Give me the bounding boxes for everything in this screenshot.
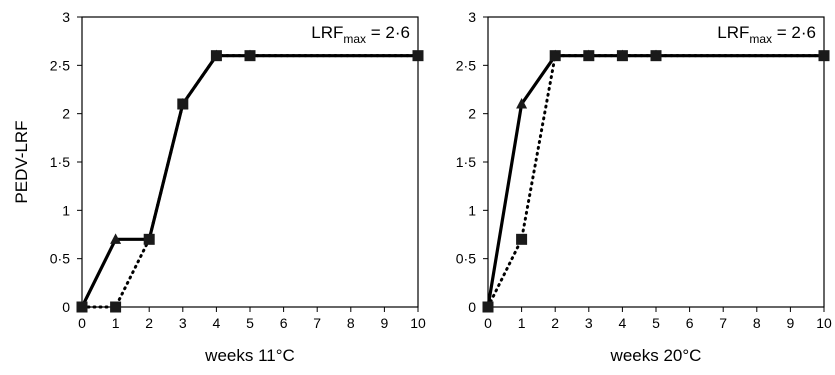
x-tick-label: 4 [213, 315, 221, 331]
x-tick-label: 9 [381, 315, 389, 331]
x-tick-label: 0 [78, 315, 86, 331]
triangle-marker [177, 98, 189, 109]
x-tick-label: 6 [686, 315, 694, 331]
lrf-max-annotation: LRFmax = 2·6 [717, 23, 816, 46]
y-tick-label: 2·5 [50, 57, 70, 73]
square-marker [516, 233, 528, 245]
triangle-marker [143, 233, 155, 244]
series-line-solid [80, 54, 418, 308]
y-tick-label: 0·5 [50, 251, 70, 267]
y-tick-label: 1·5 [50, 154, 70, 170]
lrf-subscript: max [343, 32, 366, 46]
triangle-marker [76, 301, 88, 312]
triangle-marker [110, 233, 122, 244]
y-tick-label: 2·5 [456, 57, 476, 73]
lrf-value: = 2·6 [366, 23, 410, 42]
x-tick-label: 1 [518, 315, 526, 331]
lrf-value: = 2·6 [772, 23, 816, 42]
square-marker [110, 301, 122, 313]
x-tick-label: 3 [179, 315, 187, 331]
x-axis-title: weeks 11°C [204, 346, 295, 365]
x-tick-label: 5 [652, 315, 660, 331]
x-tick-label: 8 [753, 315, 761, 331]
lrf-label: LRF [311, 23, 343, 42]
triangle-marker [818, 49, 830, 61]
x-tick-label: 10 [816, 315, 832, 331]
triangle-marker [244, 49, 256, 61]
lrf-max-annotation: LRFmax = 2·6 [311, 23, 410, 46]
triangle-marker [650, 49, 662, 61]
series-line-solid [486, 54, 824, 308]
x-tick-label: 0 [484, 315, 492, 331]
series-line-dotted [80, 54, 420, 309]
y-tick-label: 0 [62, 299, 70, 315]
y-tick-label: 3 [468, 9, 476, 25]
y-tick-label: 0 [468, 299, 476, 315]
y-tick-label: 2 [468, 106, 476, 122]
triangle-marker [583, 49, 595, 61]
x-tick-label: 4 [619, 315, 627, 331]
y-tick-label: 0·5 [456, 251, 476, 267]
x-tick-label: 9 [787, 315, 795, 331]
triangle-marker [482, 301, 494, 312]
x-tick-label: 8 [347, 315, 355, 331]
y-tick-label: 1 [62, 202, 70, 218]
triangle-marker [210, 49, 222, 61]
x-tick-label: 1 [112, 315, 120, 331]
x-tick-label: 7 [313, 315, 321, 331]
x-tick-label: 6 [280, 315, 288, 331]
y-tick-label: 3 [62, 9, 70, 25]
x-tick-label: 5 [246, 315, 254, 331]
x-tick-label: 10 [410, 315, 426, 331]
triangle-marker [616, 49, 628, 61]
triangle-marker [516, 98, 528, 109]
y-axis-title: PEDV-LRF [12, 120, 31, 203]
chart-panel-1: 0 1 2 3 4 5 6 7 8 9 10 0 0·5 1 1·5 2 2·5 3 weeks 11°C PEDV-… [12, 9, 426, 365]
triangle-marker [412, 49, 424, 61]
y-tick-label: 2 [62, 106, 70, 122]
x-tick-label: 3 [585, 315, 593, 331]
triangle-marker [549, 49, 561, 61]
chart-panel-2: 0 1 2 3 4 5 6 7 8 9 10 0 0·5 1 1·5 2 2·5 3 weeks 20°C LRFma… [456, 9, 832, 365]
x-tick-label: 2 [145, 315, 153, 331]
y-tick-label: 1·5 [456, 154, 476, 170]
x-tick-label: 2 [551, 315, 559, 331]
x-tick-label: 7 [719, 315, 727, 331]
y-tick-label: 1 [468, 202, 476, 218]
series-line-dotted [486, 54, 826, 309]
x-axis-title: weeks 20°C [610, 346, 702, 365]
lrf-label: LRF [717, 23, 749, 42]
lrf-subscript: max [749, 32, 772, 46]
